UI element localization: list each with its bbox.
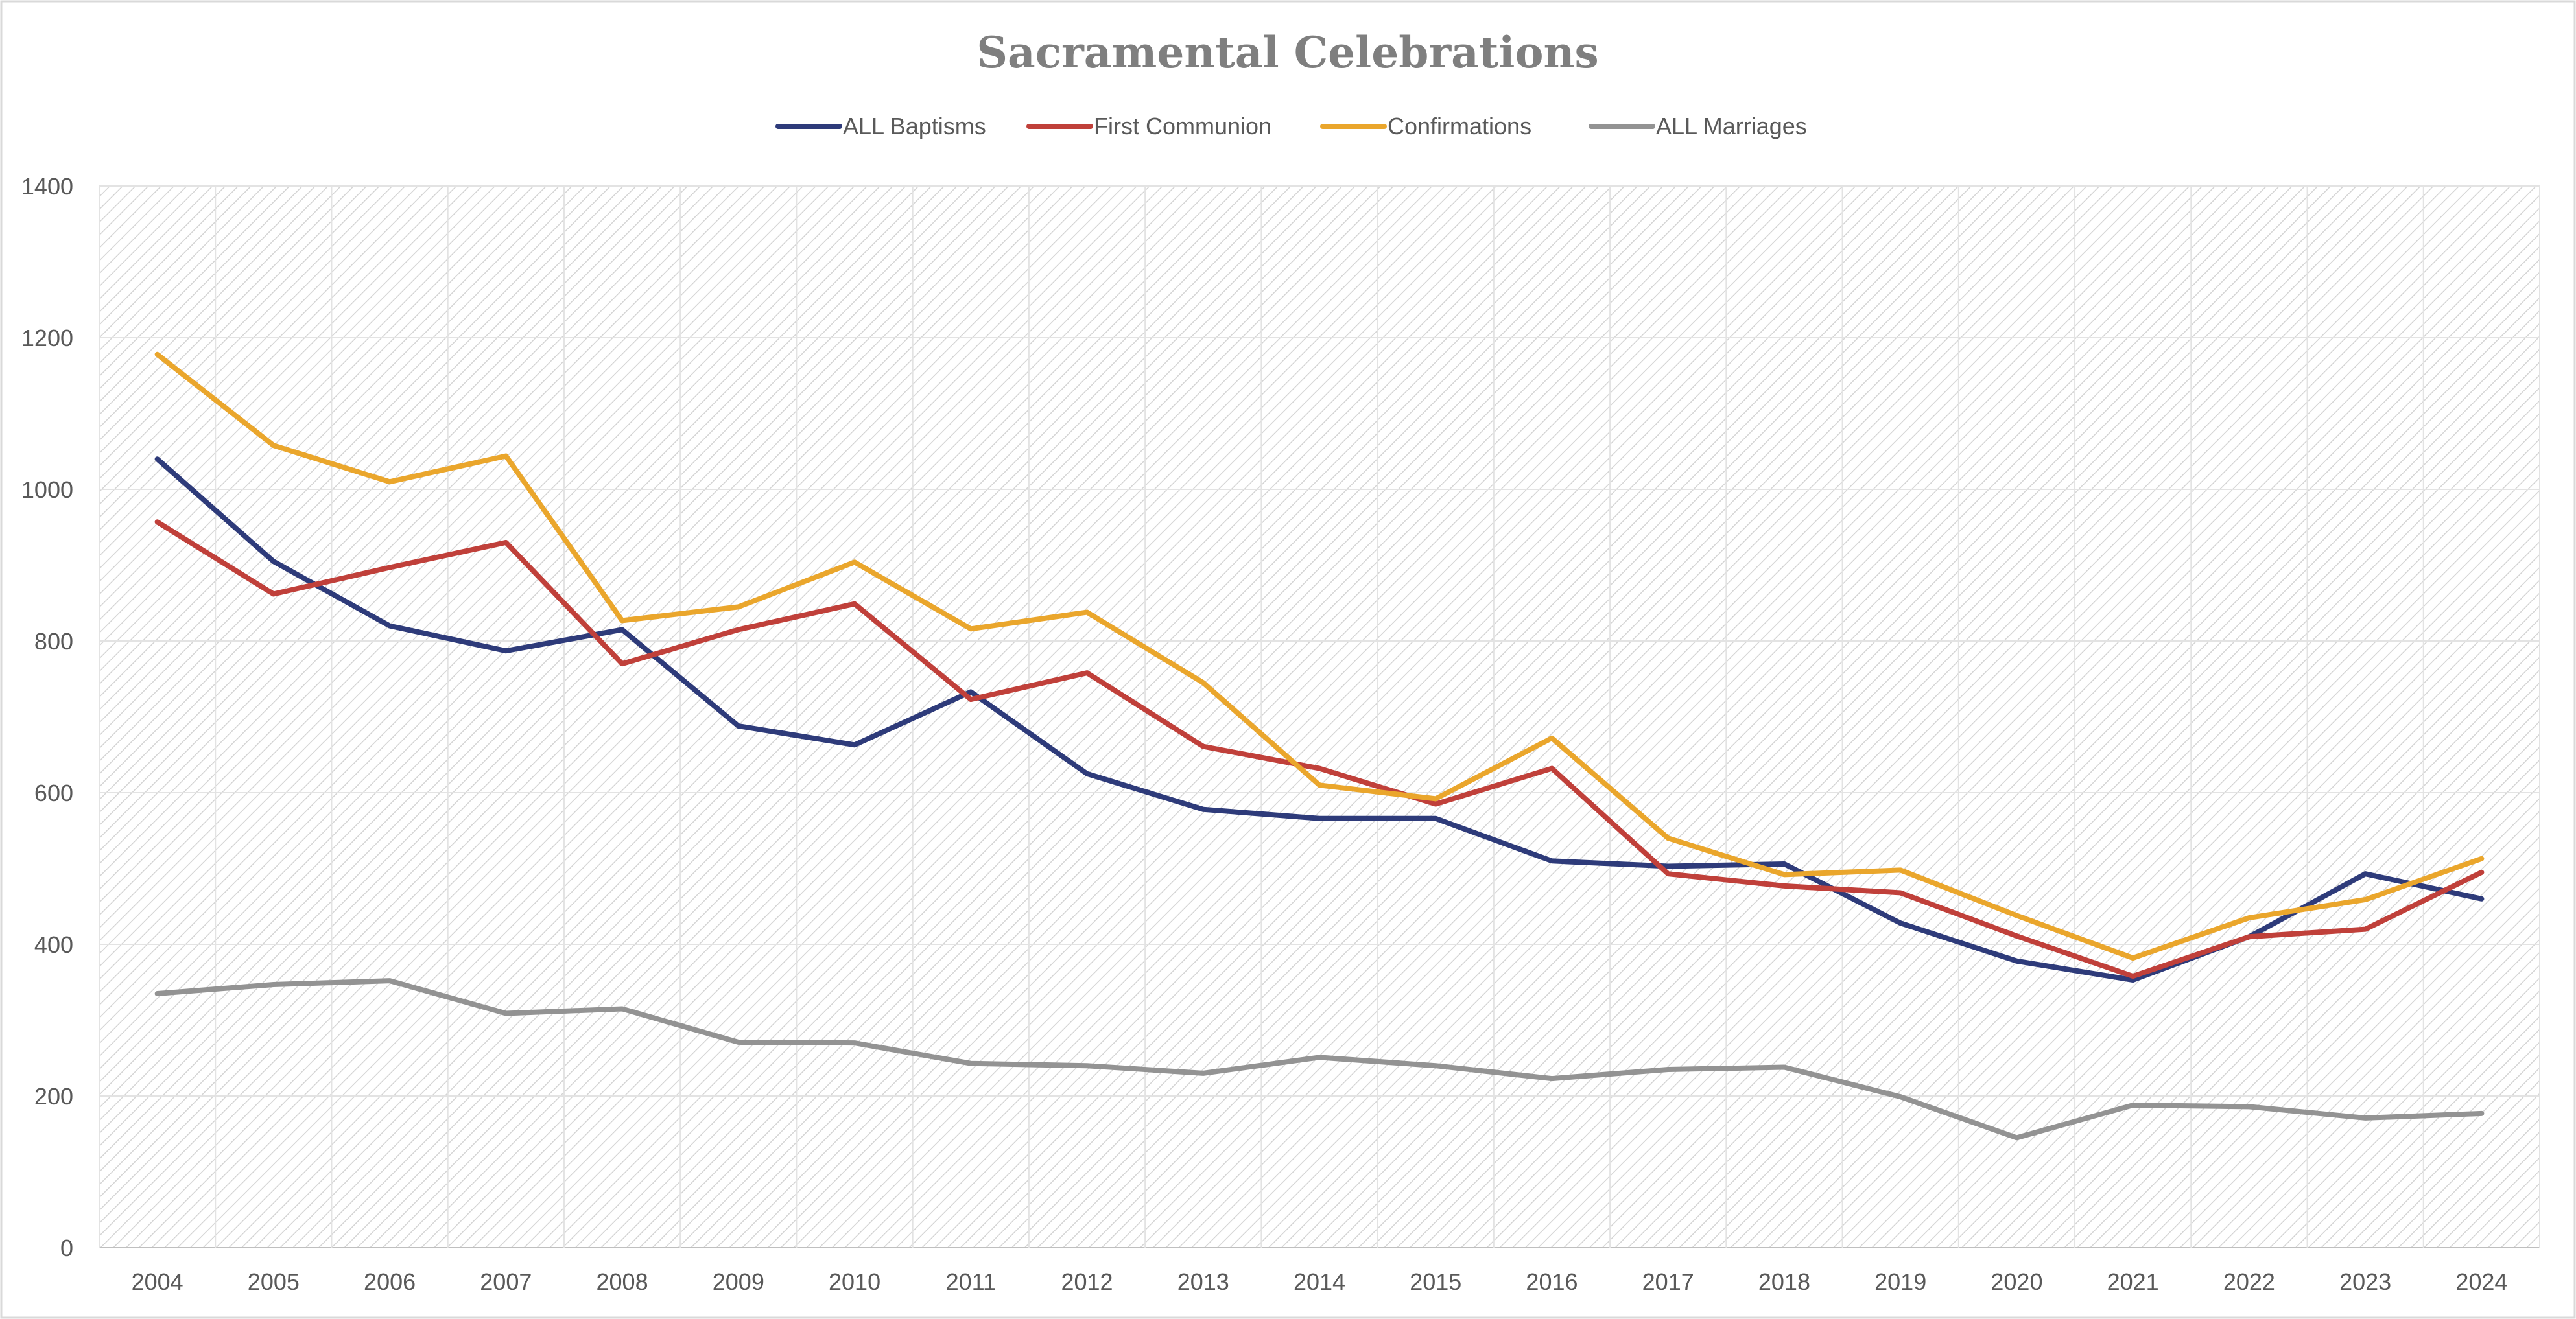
series-line-first-communion [154,519,2485,979]
series-line-all-baptisms [154,456,2485,983]
y-tick-label: 600 [34,780,73,806]
legend-label: ALL Marriages [1656,113,1807,139]
legend-label: First Communion [1094,113,1271,139]
legend: ALL Baptisms First Communion Confirmations… [775,113,1807,139]
y-tick-label: 0 [60,1235,73,1261]
y-axis-ticks: 0 200 400 600 800 1000 1200 1400 [21,173,73,1261]
x-tick-label: 2004 [132,1268,183,1295]
x-tick-label: 2016 [1526,1268,1578,1295]
y-tick-label: 1400 [21,173,73,200]
x-tick-label: 2015 [1410,1268,1461,1295]
x-tick-label: 2020 [1991,1268,2042,1295]
y-tick-label: 200 [34,1083,73,1110]
x-tick-label: 2006 [364,1268,416,1295]
x-tick-label: 2011 [946,1268,996,1295]
x-tick-label: 2017 [1642,1268,1694,1295]
x-tick-label: 2023 [2339,1268,2391,1295]
y-tick-label: 800 [34,628,73,655]
x-tick-label: 2014 [1294,1268,1345,1295]
x-tick-label: 2009 [713,1268,764,1295]
legend-label: ALL Baptisms [843,113,986,139]
legend-item-all-marriages: ALL Marriages [1589,113,1807,139]
legend-item-first-communion: First Communion [1026,113,1271,139]
series-lines [154,351,2485,1141]
series-line-all-marriages [154,978,2485,1141]
x-tick-label: 2019 [1874,1268,1926,1295]
x-tick-label: 2010 [829,1268,880,1295]
x-tick-label: 2005 [248,1268,300,1295]
x-tick-label: 2008 [597,1268,648,1295]
x-axis-ticks: 2004 2005 2006 2007 2008 2009 2010 2011 2012 2013… [132,1268,2508,1295]
x-tick-label: 2007 [480,1268,532,1295]
legend-item-all-baptisms: ALL Baptisms [775,113,986,139]
y-tick-label: 1000 [21,476,73,503]
legend-item-confirmations: Confirmations [1320,113,1531,139]
chart-title: Sacramental Celebrations [976,27,1598,78]
x-tick-label: 2024 [2455,1268,2507,1295]
x-tick-label: 2012 [1061,1268,1113,1295]
x-tick-label: 2021 [2107,1268,2159,1295]
x-tick-label: 2013 [1177,1268,1229,1295]
legend-label: Confirmations [1388,113,1531,139]
series-line-confirmations [154,351,2485,961]
x-tick-label: 2018 [1758,1268,1810,1295]
x-tick-label: 2022 [2223,1268,2275,1295]
gridlines-horizontal [99,185,2540,1248]
plot-area [99,186,2540,1248]
gridlines-vertical [99,186,2540,1248]
y-tick-label: 1200 [21,325,73,351]
y-tick-label: 400 [34,931,73,958]
